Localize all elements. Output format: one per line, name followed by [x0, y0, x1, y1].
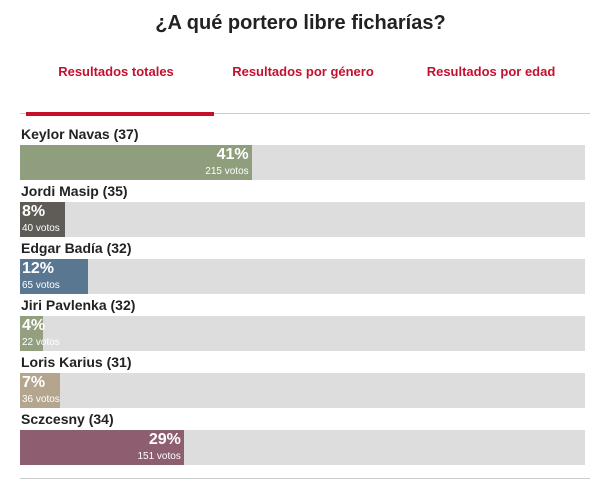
bar: 7% 36 votos [20, 373, 60, 408]
tab-divider [20, 113, 590, 114]
percent-label: 8% [22, 203, 46, 220]
bar: 41% 215 votos [20, 145, 252, 180]
bar-track: 8% 40 votos [20, 202, 585, 237]
votes-label: 40 votos [22, 223, 60, 234]
percent-label: 7% [22, 374, 46, 391]
option-name: Edgar Badía (32) [21, 240, 132, 256]
votes-label: 151 votos [137, 451, 181, 462]
option-name: Loris Karius (31) [21, 354, 132, 370]
percent-label: 4% [22, 317, 46, 334]
bar: 4% 22 votos [20, 316, 60, 351]
percent-label: 41% [216, 146, 249, 163]
bar: 12% 65 votos [20, 259, 88, 294]
active-tab-indicator [26, 112, 214, 116]
tab[interactable]: Resultados totales [58, 64, 174, 79]
percent-label: 12% [22, 260, 55, 277]
percent-label: 29% [148, 431, 181, 448]
votes-label: 65 votos [22, 280, 60, 291]
option-name: Sczcesny (34) [21, 411, 114, 427]
votes-label: 215 votos [205, 166, 249, 177]
bottom-divider [20, 478, 590, 479]
bar-track: 4% 22 votos [20, 316, 585, 351]
bar-track: 12% 65 votos [20, 259, 585, 294]
votes-label: 36 votos [22, 394, 60, 405]
votes-label: 22 votos [22, 337, 60, 348]
bar-track: 29% 151 votos [20, 430, 585, 465]
tab[interactable]: Resultados por género [232, 64, 374, 79]
tab[interactable]: Resultados por edad [426, 64, 556, 79]
option-name: Jiri Pavlenka (32) [21, 297, 136, 313]
option-name: Keylor Navas (37) [21, 126, 139, 142]
bar-track: 41% 215 votos [20, 145, 585, 180]
bar: 8% 40 votos [20, 202, 66, 237]
bar-track: 7% 36 votos [20, 373, 585, 408]
poll-title: ¿A qué portero libre ficharías? [155, 12, 446, 34]
option-name: Jordi Masip (35) [21, 183, 128, 199]
bar: 29% 151 votos [20, 430, 184, 465]
